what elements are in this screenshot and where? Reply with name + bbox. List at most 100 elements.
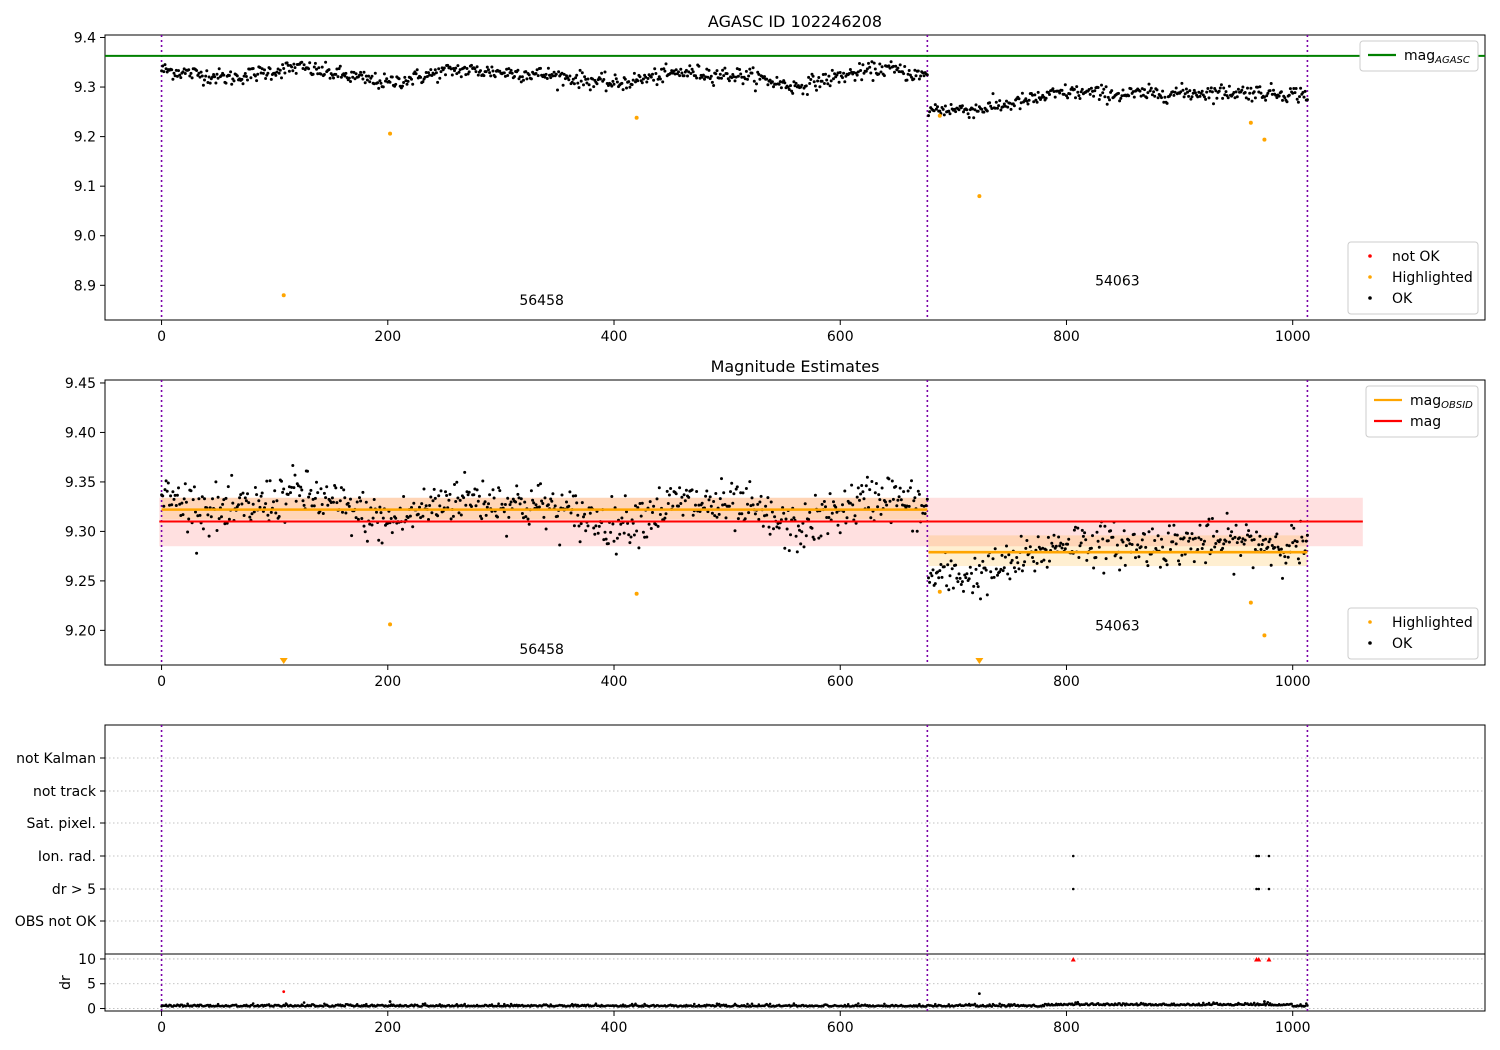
ok-point	[679, 67, 683, 71]
ok-point	[394, 516, 398, 520]
ok-point	[477, 494, 481, 498]
ok-point	[206, 81, 210, 84]
ok-point	[1252, 90, 1256, 94]
ok-point	[361, 77, 365, 81]
ok-point	[717, 1002, 721, 1006]
ok-point	[456, 64, 460, 68]
ok-point	[798, 528, 801, 532]
ok-point	[1298, 95, 1301, 99]
ok-point	[351, 75, 355, 79]
legend-label: magAGASC	[1404, 48, 1470, 66]
ok-point	[1132, 95, 1136, 99]
ok-point	[259, 494, 263, 498]
ok-point	[642, 1005, 645, 1008]
ok-point	[572, 82, 576, 86]
ok-point	[161, 494, 165, 498]
ok-point	[173, 493, 177, 497]
ok-point	[1019, 101, 1023, 105]
ok-point	[436, 514, 440, 518]
ok-point	[609, 530, 613, 534]
ok-point	[1304, 539, 1308, 543]
ok-point	[927, 114, 930, 118]
ok-point	[385, 77, 389, 81]
ok-point	[390, 75, 394, 79]
ok-point	[942, 113, 946, 117]
ok-point	[722, 491, 726, 495]
ok-point	[292, 486, 296, 490]
ok-point	[870, 480, 874, 483]
ok-point	[290, 65, 294, 69]
ok-point	[1214, 89, 1218, 93]
ok-point	[704, 494, 708, 498]
ok-point	[657, 486, 661, 490]
ok-point	[365, 1002, 368, 1006]
ok-point	[689, 72, 693, 75]
ok-point	[684, 488, 688, 492]
ok-point	[899, 498, 903, 502]
ok-point	[321, 512, 325, 515]
ok-point	[838, 531, 842, 535]
ok-point	[170, 503, 174, 507]
legend-label: not OK	[1392, 249, 1440, 265]
ok-point	[862, 497, 866, 501]
ok-point	[750, 496, 754, 500]
ok-point	[187, 68, 191, 72]
ok-point	[402, 81, 406, 84]
legend-dot-swatch	[1368, 641, 1372, 645]
ok-point	[1077, 556, 1081, 559]
ok-point	[442, 66, 446, 70]
ok-point	[848, 501, 852, 505]
ok-point	[265, 479, 269, 483]
ok-point	[606, 542, 610, 546]
ok-point	[172, 497, 176, 501]
ok-point	[178, 502, 182, 506]
ok-point	[653, 67, 657, 71]
ok-point	[458, 498, 462, 502]
ok-point	[942, 565, 946, 569]
ok-point	[1258, 85, 1262, 89]
ok-point	[531, 498, 535, 502]
ok-point	[751, 503, 755, 507]
ok-point	[1079, 90, 1083, 94]
ok-point	[792, 516, 796, 520]
ok-point	[761, 524, 765, 528]
ok-point	[949, 103, 953, 106]
ok-point	[1102, 571, 1106, 575]
ok-point	[379, 81, 383, 85]
ok-point	[1032, 560, 1036, 563]
ok-point	[694, 503, 697, 507]
ok-point	[349, 80, 352, 83]
ok-point	[1243, 91, 1247, 94]
ok-point	[1251, 566, 1255, 570]
ok-point	[824, 72, 827, 76]
ok-point	[1188, 89, 1192, 93]
ok-point	[541, 502, 545, 505]
ok-point	[244, 499, 248, 503]
ok-point	[213, 75, 217, 79]
ok-point	[1219, 83, 1223, 87]
ok-point	[830, 511, 834, 515]
ok-point	[789, 84, 792, 88]
ok-point	[838, 71, 842, 74]
ok-point	[325, 485, 329, 489]
ok-point	[173, 74, 177, 78]
ok-point	[1209, 548, 1213, 552]
ok-point	[830, 68, 834, 72]
ok-point	[527, 73, 531, 77]
not-ok-point	[282, 990, 286, 994]
ok-point	[1139, 545, 1143, 549]
ok-point	[1005, 544, 1008, 548]
ok-point	[1177, 559, 1180, 563]
ok-point	[377, 86, 381, 90]
ok-point	[1234, 90, 1238, 94]
ok-point	[1089, 86, 1093, 90]
ok-point	[920, 504, 924, 507]
ok-point	[631, 78, 635, 82]
ok-point	[518, 502, 522, 506]
ok-point	[1190, 532, 1194, 536]
ok-point	[967, 577, 971, 581]
ok-point	[725, 72, 729, 76]
ok-point	[727, 79, 731, 83]
ok-point	[1184, 87, 1188, 91]
ok-point	[449, 67, 453, 71]
